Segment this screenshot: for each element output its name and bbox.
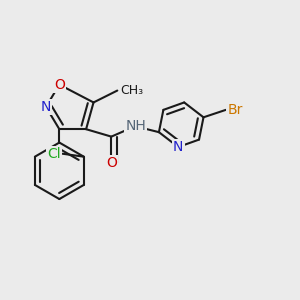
Text: NH: NH xyxy=(125,119,146,133)
Text: O: O xyxy=(54,78,65,92)
Text: N: N xyxy=(41,100,51,114)
Text: CH₃: CH₃ xyxy=(120,84,143,97)
Text: N: N xyxy=(173,140,183,154)
Text: O: O xyxy=(106,156,117,170)
Text: Cl: Cl xyxy=(47,147,61,161)
Text: Br: Br xyxy=(227,103,243,117)
